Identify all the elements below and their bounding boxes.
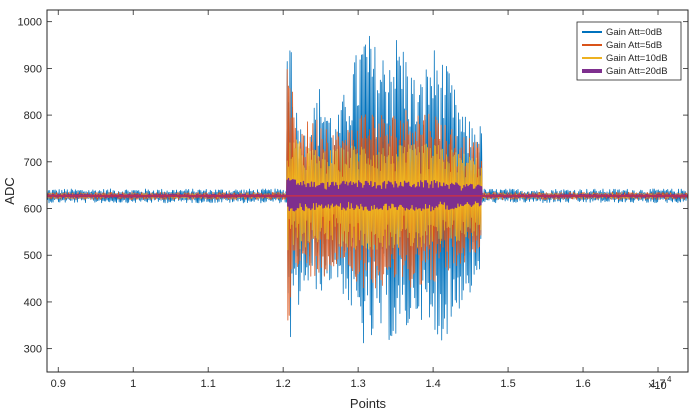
- y-tick-label: 300: [24, 344, 42, 356]
- legend-entry-1: Gain Att=5dB: [582, 40, 662, 51]
- x-tick-label: 1.7: [650, 378, 665, 390]
- y-tick-label: 800: [24, 110, 42, 122]
- x-axis-label: Points: [350, 396, 387, 411]
- x-tick-label: 1: [130, 378, 136, 390]
- y-tick-label: 400: [24, 297, 42, 309]
- legend-label-0: Gain Att=0dB: [606, 27, 662, 38]
- legend-label-2: Gain Att=10dB: [606, 53, 668, 64]
- x-axis-exponent-base: ×10: [648, 380, 667, 392]
- y-tick-label: 900: [24, 63, 42, 75]
- plot-frame: [46, 9, 689, 373]
- x-tick-label: 1.4: [425, 378, 440, 390]
- x-tick-label: 1.3: [350, 378, 365, 390]
- y-tick-label: 1000: [18, 17, 42, 29]
- x-tick-label: 1.6: [575, 378, 590, 390]
- y-axis-label: ADC: [2, 177, 17, 204]
- legend-entry-2: Gain Att=10dB: [582, 53, 668, 64]
- legend-label-1: Gain Att=5dB: [606, 40, 662, 51]
- legend-entry-3: Gain Att=20dB: [582, 66, 668, 77]
- y-tick-label: 500: [24, 250, 42, 262]
- x-tick-label: 1.1: [201, 378, 216, 390]
- legend-label-3: Gain Att=20dB: [606, 66, 668, 77]
- legend-entry-0: Gain Att=0dB: [582, 27, 662, 38]
- y-tick-label: 700: [24, 157, 42, 169]
- ticks-layer: 0.9 1 1.1 1.2 1.3 1.4 1.5 1.6 1.7 300 400 500 600 700…: [18, 10, 688, 390]
- x-tick-label: 1.5: [500, 378, 515, 390]
- y-tick-label: 600: [24, 204, 42, 216]
- x-axis-exponent-power: 4: [667, 375, 672, 384]
- x-tick-label: 0.9: [51, 378, 66, 390]
- x-tick-label: 1.2: [276, 378, 291, 390]
- x-axis-exponent: ×10 4: [648, 375, 672, 392]
- series-layer: [47, 35, 688, 344]
- legend: Gain Att=0dB Gain Att=5dB Gain Att=10dB …: [576, 21, 682, 81]
